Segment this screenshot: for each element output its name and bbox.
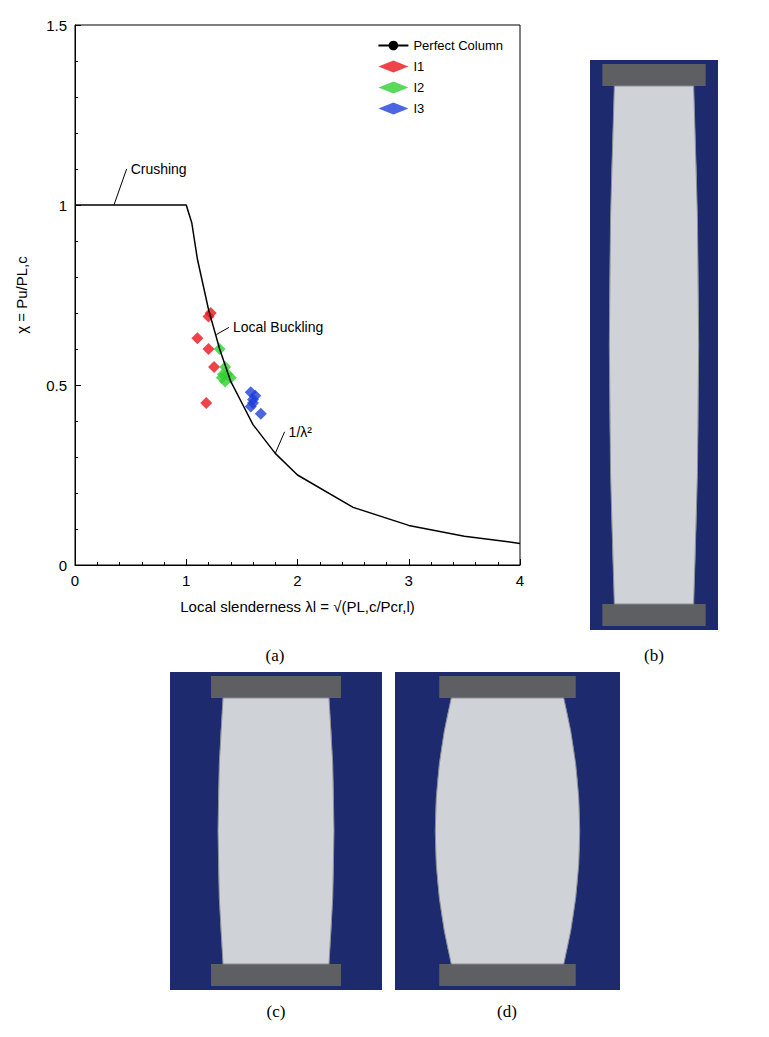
svg-text:1: 1 xyxy=(59,197,67,214)
svg-text:1: 1 xyxy=(182,572,190,589)
svg-text:I2: I2 xyxy=(413,80,424,95)
html-text:(b): (b) xyxy=(644,646,664,665)
svg-text:1.5: 1.5 xyxy=(46,17,67,34)
svg-text:3: 3 xyxy=(405,572,413,589)
svg-text:Local Buckling: Local Buckling xyxy=(233,319,323,335)
svg-text:0.5: 0.5 xyxy=(46,377,67,394)
svg-text:1/λ²: 1/λ² xyxy=(289,424,313,440)
svg-text:0: 0 xyxy=(59,557,67,574)
svg-text:Crushing: Crushing xyxy=(131,161,187,177)
svg-text:Local slenderness λl = √(PL,c/: Local slenderness λl = √(PL,c/Pcr,l) xyxy=(180,598,415,615)
svg-text:χ = Pu/PL,c: χ = Pu/PL,c xyxy=(13,256,30,334)
svg-text:Perfect Column: Perfect Column xyxy=(413,38,503,53)
svg-text:4: 4 xyxy=(516,572,524,589)
svg-text:I1: I1 xyxy=(413,59,424,74)
html-text:(c): (c) xyxy=(266,1002,286,1021)
svg-text:I3: I3 xyxy=(413,101,424,116)
svg-text:2: 2 xyxy=(293,572,301,589)
html-text:(d): (d) xyxy=(497,1002,517,1021)
html-text:(a): (a) xyxy=(265,646,285,665)
svg-text:0: 0 xyxy=(71,572,79,589)
